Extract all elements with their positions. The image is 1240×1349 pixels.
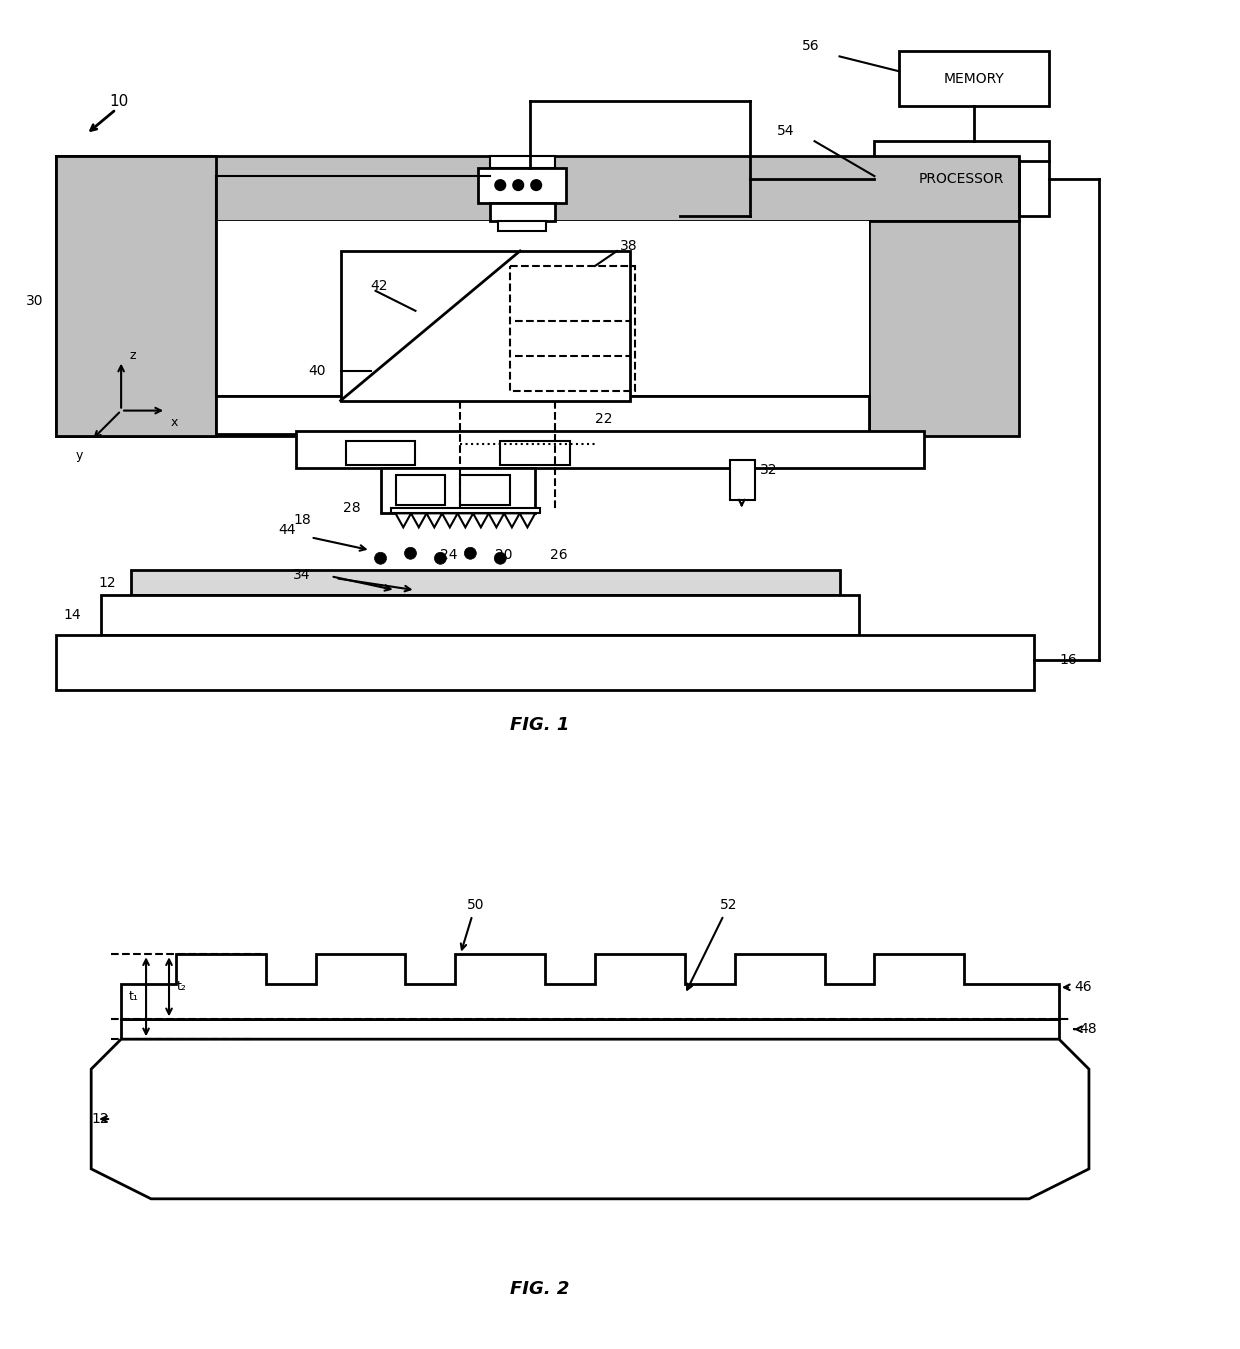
Bar — [381, 468, 536, 514]
Bar — [56, 156, 216, 186]
Text: 14: 14 — [63, 608, 81, 622]
Bar — [56, 156, 1019, 221]
Bar — [295, 430, 924, 468]
Polygon shape — [474, 514, 489, 527]
Bar — [874, 142, 1049, 216]
Circle shape — [434, 552, 446, 564]
Polygon shape — [396, 514, 410, 527]
Circle shape — [513, 181, 523, 190]
Bar — [56, 156, 216, 436]
Bar — [500, 441, 570, 465]
Text: 20: 20 — [495, 548, 513, 563]
Text: 22: 22 — [595, 411, 613, 425]
Text: 44: 44 — [278, 523, 295, 537]
Bar — [730, 460, 755, 500]
Polygon shape — [410, 514, 427, 527]
Text: 24: 24 — [440, 548, 458, 563]
Text: t₂: t₂ — [177, 981, 187, 993]
Polygon shape — [443, 514, 458, 527]
Text: 12: 12 — [92, 1112, 109, 1126]
Text: 28: 28 — [343, 502, 361, 515]
Text: MEMORY: MEMORY — [944, 71, 1004, 86]
Text: 48: 48 — [1079, 1023, 1096, 1036]
Bar — [102, 595, 859, 635]
Polygon shape — [489, 514, 505, 527]
Text: t₁: t₁ — [128, 990, 138, 1004]
Bar — [490, 156, 556, 169]
Bar — [216, 395, 869, 433]
Circle shape — [495, 552, 506, 564]
Text: y: y — [76, 448, 83, 461]
Bar — [460, 475, 510, 506]
Bar — [131, 571, 839, 595]
Text: 10: 10 — [109, 94, 129, 109]
Bar — [391, 509, 541, 514]
Text: FIG. 2: FIG. 2 — [511, 1280, 570, 1298]
Text: 12: 12 — [98, 576, 117, 591]
Bar — [899, 51, 1049, 107]
Polygon shape — [505, 514, 520, 527]
Circle shape — [464, 548, 476, 560]
Bar — [396, 475, 445, 506]
Text: 56: 56 — [802, 39, 820, 54]
Text: 34: 34 — [293, 568, 311, 583]
Bar — [216, 221, 869, 436]
Text: 32: 32 — [760, 464, 777, 478]
Bar — [498, 221, 546, 231]
Polygon shape — [122, 954, 1059, 1020]
Polygon shape — [458, 514, 474, 527]
Text: 40: 40 — [309, 364, 326, 378]
Bar — [56, 635, 1034, 689]
Text: z: z — [129, 349, 135, 363]
Text: 30: 30 — [26, 294, 43, 308]
Bar — [510, 266, 635, 391]
Text: FIG. 1: FIG. 1 — [511, 716, 570, 734]
Bar — [122, 1020, 1059, 1039]
Bar — [869, 221, 1019, 436]
Text: 52: 52 — [687, 898, 738, 990]
Circle shape — [495, 181, 505, 190]
Text: 26: 26 — [551, 548, 568, 563]
Bar — [56, 156, 216, 436]
Circle shape — [531, 181, 541, 190]
Text: 18: 18 — [293, 514, 311, 527]
Polygon shape — [427, 514, 443, 527]
Bar — [341, 251, 630, 401]
Text: 54: 54 — [777, 124, 795, 138]
Text: 16: 16 — [1059, 653, 1076, 666]
Polygon shape — [92, 1039, 1089, 1199]
Text: PROCESSOR: PROCESSOR — [919, 171, 1004, 186]
Text: x: x — [171, 415, 179, 429]
Polygon shape — [520, 514, 536, 527]
Circle shape — [374, 552, 387, 564]
Text: 38: 38 — [620, 239, 637, 254]
Text: 46: 46 — [1074, 981, 1091, 994]
Bar — [346, 441, 415, 465]
Text: 42: 42 — [371, 279, 388, 293]
Bar — [490, 204, 556, 221]
Bar — [479, 169, 567, 204]
Bar — [216, 395, 869, 436]
Text: 50: 50 — [461, 898, 484, 950]
Circle shape — [404, 548, 417, 560]
